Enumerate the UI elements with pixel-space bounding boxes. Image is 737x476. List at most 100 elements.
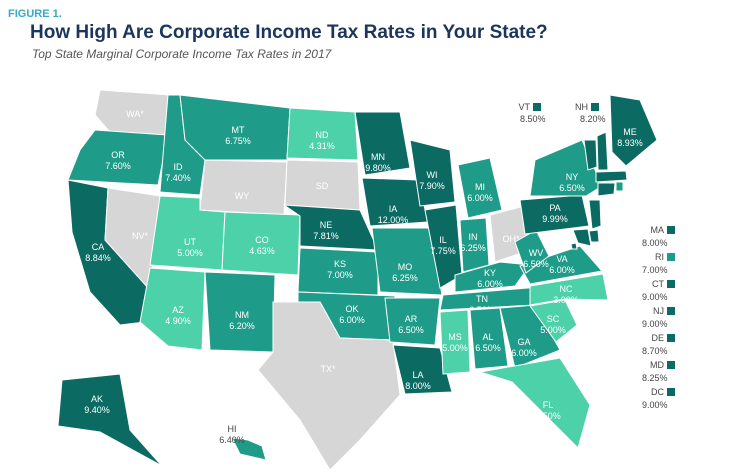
state-label: AL [482,332,493,342]
state-label: NC [560,284,573,294]
state [499,304,561,369]
state-rate: 7.00% [642,265,668,275]
state-rate: 9.00% [642,400,668,410]
state-rate: 4.31% [309,141,335,151]
state-label: CT [652,279,664,289]
state [439,309,471,375]
state [454,261,531,293]
state-label: KS [334,259,346,269]
state-rate: 5.00% [177,248,203,258]
state [588,229,600,243]
state-rate: 6.00% [477,279,503,289]
state [595,170,628,183]
state-label: TX* [320,364,336,374]
state-rate: 5.00% [540,325,566,335]
state-rate: 9.80% [365,163,391,173]
state-rate: 6.50% [475,343,501,353]
legend-swatch [667,280,675,288]
state [67,129,169,186]
subtitle: Top State Marginal Corporate Income Tax … [32,47,333,61]
state-label: WA* [126,109,144,119]
state-rate: 6.25% [392,273,418,283]
state-label: AZ [172,305,184,315]
state [583,139,598,171]
state [286,107,359,161]
state-label: RI [655,252,664,262]
state-label: AK [91,394,103,404]
state-label: WV [529,248,544,258]
state-label: CO [255,235,269,245]
state-label: WY [235,191,250,201]
state-rate: 8.84% [85,253,111,263]
state [469,307,509,370]
state-label: MT [232,125,245,135]
state-rate: 8.50% [520,114,546,124]
state-label: NM [235,310,249,320]
state-rate: 6.50% [523,259,549,269]
state [257,301,401,471]
state-label: HI [228,424,237,434]
state-rate: 9.99% [542,214,568,224]
state-rate: 8.00% [642,238,668,248]
state-label: MD [650,360,664,370]
state [384,297,441,346]
state-label: TN [476,294,488,304]
state-rate: 7.75% [430,246,456,256]
state-label: MI [475,182,485,192]
state [371,227,443,296]
state [231,437,267,461]
state [615,181,624,192]
state-rate: 7.90% [419,181,445,191]
state [354,111,411,176]
state-rate: 3.00% [553,295,579,305]
state-label: NE [320,220,333,230]
state-label: KY [484,268,496,278]
state-label: IL [439,235,447,245]
state-label: OH* [502,234,520,244]
state-label: FL [543,400,554,410]
legend-swatch [667,334,675,342]
state-label: VT [518,102,530,112]
legend-swatch [667,388,675,396]
state-rate: 6.50% [398,325,424,335]
state [199,159,288,216]
state [597,182,616,197]
state-rate: 6.20% [229,321,255,331]
state [179,94,291,161]
state-rate: 8.93% [617,138,643,148]
state-rate: 5.50% [535,411,561,421]
state-label: NY [566,172,579,182]
state-rate: 8.20% [580,114,606,124]
state-label: MN [371,152,385,162]
map: WA*OR7.60%CA8.84%NV*ID7.40%MT6.75%WYUT5.… [57,89,658,471]
state [282,204,379,251]
state-label: NV* [132,231,149,241]
state-rate: 6.00% [339,315,365,325]
state-label: NH [575,102,588,112]
state-label: VA [556,254,567,264]
state-rate: 9.00% [642,292,668,302]
state [457,157,503,219]
state-label: IA [389,204,398,214]
state [519,245,603,285]
state-rate: 6.00% [549,265,575,275]
state [529,273,609,306]
state-rate: 8.25% [642,373,668,383]
state-label: MS [448,332,462,342]
state-label: IN [469,232,478,242]
state [596,131,609,171]
state-label: OK [345,304,358,314]
figure-label: FIGURE 1. [8,8,62,20]
state [609,94,658,167]
state-label: OR [111,150,125,160]
state [529,299,578,343]
state [392,344,453,395]
legend-swatch [533,103,541,111]
state-rate: 4.90% [165,316,191,326]
state-label: ID [174,162,184,172]
state [409,139,456,207]
state-rate: 9.00% [642,319,668,329]
state-rate: 7.40% [165,173,191,183]
state-rate: 9.40% [84,405,110,415]
